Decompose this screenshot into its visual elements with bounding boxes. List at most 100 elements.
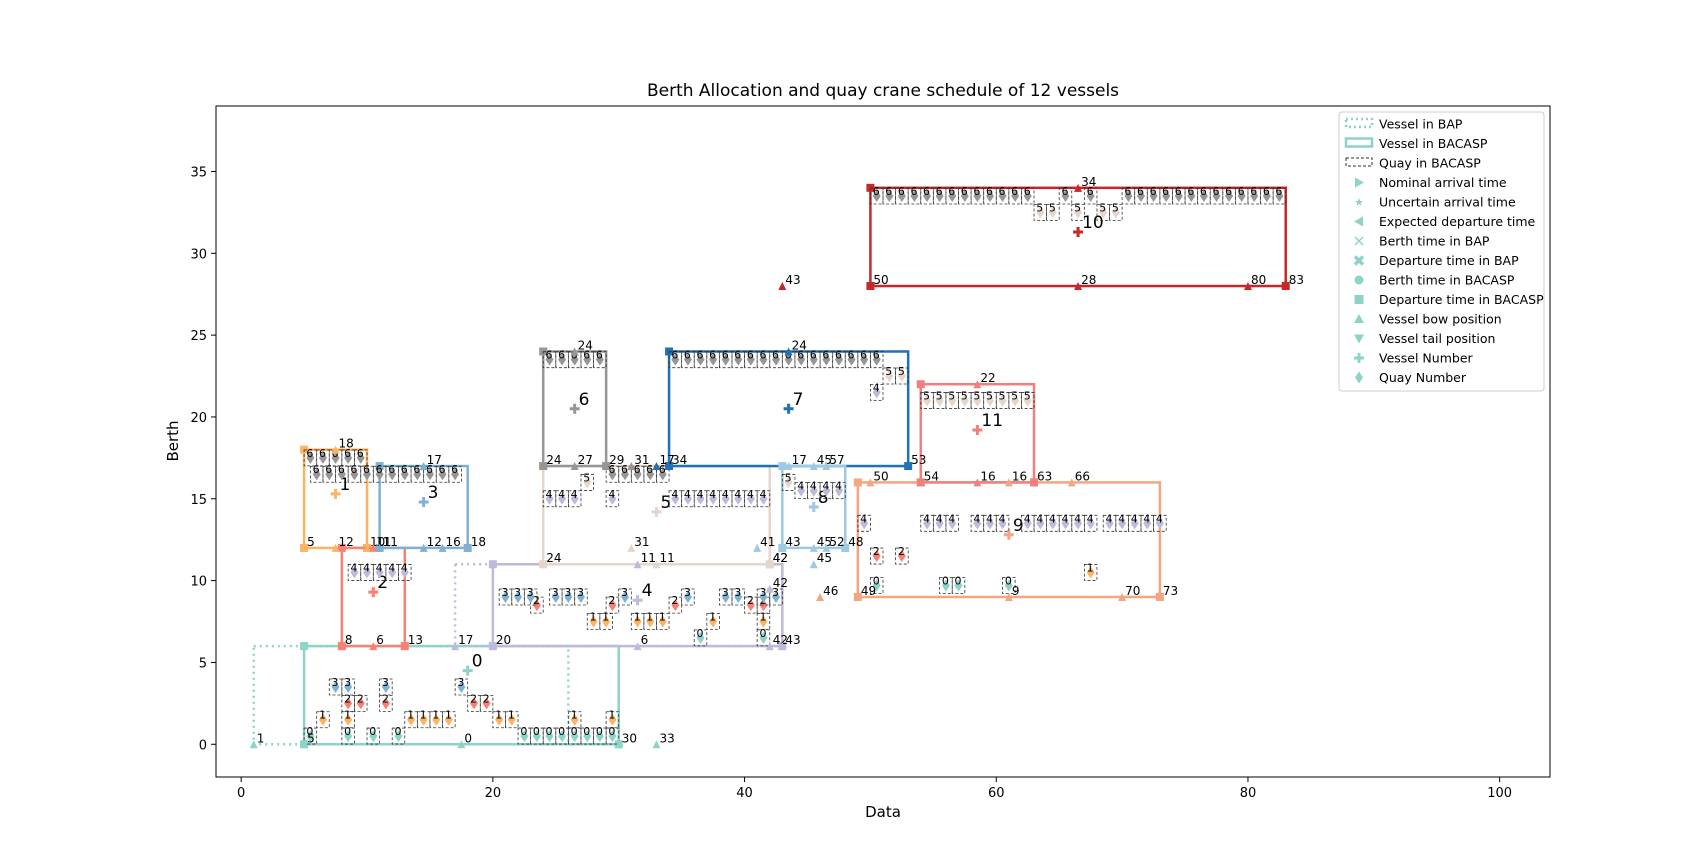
quay-number-label: 5: [1011, 390, 1018, 403]
quay-number-marker: [602, 615, 611, 628]
quay-box: [794, 482, 808, 499]
vessel-number-label: 9: [1013, 516, 1024, 536]
quay-number-marker: [608, 730, 617, 743]
time-marker: [331, 445, 340, 454]
y-tick-label: 10: [190, 575, 207, 590]
quay-box: [832, 482, 846, 499]
time-marker: [765, 584, 774, 593]
legend-marker: [1355, 177, 1364, 188]
quay-box: [1071, 514, 1085, 532]
quay-number-label: 4: [999, 512, 1006, 525]
quay-number-label: 1: [445, 709, 452, 722]
quay-number-marker: [318, 451, 327, 464]
quay-box: [1115, 514, 1129, 532]
time-label: 16: [1012, 469, 1027, 483]
quay-box: [605, 465, 620, 483]
legend-label: Nominal arrival time: [1379, 175, 1507, 190]
quay-box: [870, 351, 884, 369]
legend-marker: [1344, 137, 1374, 148]
quay-number-marker: [872, 353, 881, 366]
quay-box: [385, 465, 399, 483]
quay-box: [467, 694, 481, 712]
berth-time-marker: [778, 462, 787, 471]
time-label: 16: [980, 469, 995, 483]
quay-number-label: 6: [697, 349, 704, 362]
quay-box: [454, 678, 469, 696]
quay-number-label: 1: [608, 709, 615, 722]
legend-box: [1338, 111, 1545, 392]
quay-number-label: 0: [369, 725, 376, 738]
quay-number-marker: [860, 517, 869, 530]
quay-number-label: 4: [1036, 512, 1043, 525]
quay-box: [857, 351, 871, 369]
berth-time-marker: [337, 543, 346, 552]
quay-number-label: 6: [1061, 185, 1068, 198]
quay-box: [958, 392, 972, 409]
quay-number-marker: [337, 468, 346, 481]
quay-number-marker: [897, 190, 906, 203]
time-marker: [627, 462, 636, 471]
quay-number-marker: [646, 615, 655, 628]
quay-number-marker: [570, 492, 579, 505]
quay-number-label: 5: [1024, 390, 1031, 403]
quay-number-label: 2: [357, 692, 364, 705]
quay-number-label: 1: [407, 709, 414, 722]
quay-number-marker: [897, 370, 906, 383]
quay-number-marker: [1099, 206, 1108, 219]
quay-box: [1247, 187, 1261, 205]
quay-number-marker: [369, 730, 378, 743]
quay-number-label: 6: [1087, 185, 1094, 198]
quay-number-label: 6: [873, 349, 880, 362]
quay-number-marker: [1118, 517, 1127, 530]
time-label: 50: [873, 469, 888, 483]
quay-number-label: 4: [936, 512, 943, 525]
x-axis-label: Data: [865, 803, 901, 821]
quay-number-marker: [363, 566, 372, 579]
quay-number-marker: [935, 394, 944, 407]
quay-box: [681, 351, 695, 369]
vessel-number-label: 3: [428, 483, 439, 503]
quay-number-marker: [772, 353, 781, 366]
time-marker: [400, 642, 409, 651]
quay-box: [1083, 564, 1098, 581]
quay-box: [706, 490, 720, 508]
quay-box: [895, 187, 909, 205]
quay-box: [303, 727, 318, 745]
y-tick-label: 20: [190, 411, 207, 426]
vessel-number-marker: [368, 587, 379, 598]
quay-number-marker: [432, 713, 441, 726]
quay-number-label: 4: [797, 480, 804, 493]
quay-number-label: 1: [709, 611, 716, 624]
quay-box: [404, 711, 418, 729]
quay-number-marker: [860, 353, 869, 366]
quay-box: [341, 449, 355, 467]
quay-number-label: 3: [344, 676, 351, 689]
quay-number-label: 6: [973, 185, 980, 198]
quay-number-label: 4: [608, 488, 615, 501]
time-marker: [765, 642, 774, 651]
quay-number-label: 3: [722, 586, 729, 599]
y-tick-label: 35: [190, 165, 207, 180]
x-tick-label: 80: [1240, 786, 1257, 801]
quay-number-marker: [897, 550, 906, 563]
quay-number-marker: [608, 468, 617, 481]
time-marker: [652, 560, 661, 569]
quay-number-marker: [400, 566, 409, 579]
quay-number-marker: [721, 492, 730, 505]
legend-marker: [1344, 117, 1374, 129]
quay-number-label: 4: [973, 512, 980, 525]
quay-number-label: 4: [546, 488, 553, 501]
quay-number-label: 6: [388, 463, 395, 476]
quay-number-marker: [1111, 206, 1120, 219]
quay-number-marker: [822, 484, 831, 497]
quay-number-label: 4: [684, 488, 691, 501]
time-marker: [778, 282, 787, 291]
quay-number-marker: [985, 394, 994, 407]
quay-box: [354, 449, 368, 467]
quay-number-marker: [948, 394, 957, 407]
time-marker: [633, 560, 642, 569]
quay-box: [341, 678, 355, 696]
quay-box: [1260, 187, 1274, 205]
quay-box: [756, 613, 771, 630]
quay-number-label: 4: [873, 381, 880, 394]
